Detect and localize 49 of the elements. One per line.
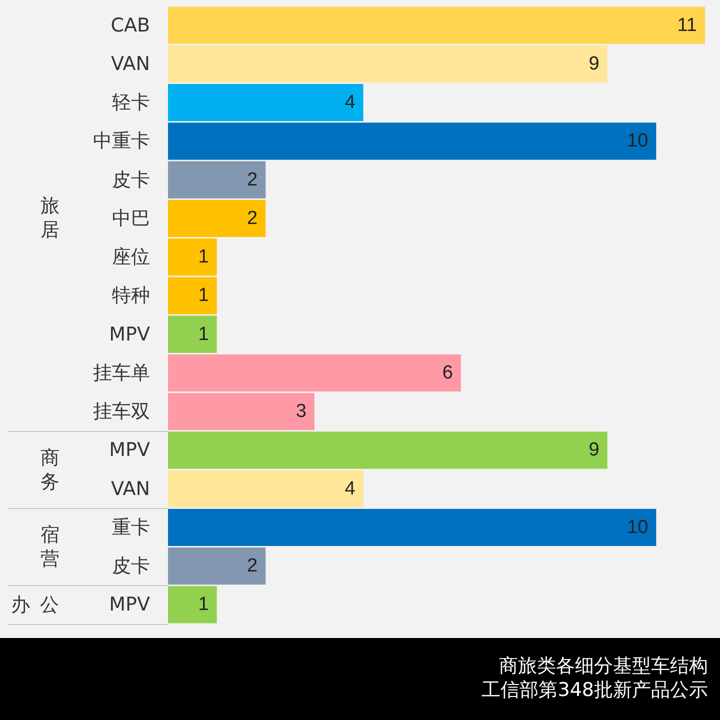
text: 旅居 (40, 194, 60, 242)
y-tick-label: CAB (110, 14, 150, 36)
bar (168, 432, 608, 469)
y-tick-label: 轻卡 (112, 92, 150, 114)
bar (168, 548, 266, 585)
data-label: 10 (627, 130, 648, 152)
y-tick-label: 座位 (112, 246, 150, 268)
data-label: 2 (247, 208, 258, 229)
bar (168, 84, 364, 122)
bar (168, 470, 364, 508)
data-label: 9 (588, 53, 600, 74)
data-label: 2 (247, 169, 258, 190)
data-label: 11 (677, 14, 697, 36)
y-tick-label: 中重卡 (93, 130, 150, 152)
text: 宿营 (40, 522, 60, 571)
data-label: 4 (344, 478, 356, 500)
data-label: 1 (198, 594, 209, 616)
y-tick-label: 重卡 (112, 516, 150, 538)
y-tick-label: 特种 (112, 284, 150, 307)
y-tick-label: 挂车单 (93, 362, 150, 384)
y-tick-label: MPV (109, 323, 150, 346)
data-label: 4 (344, 92, 356, 114)
data-label: 1 (198, 324, 209, 345)
data-label: 2 (247, 556, 258, 577)
bar (168, 161, 266, 198)
bar (168, 316, 217, 353)
data-label: 9 (588, 440, 600, 461)
y-tick-label: MPV (109, 439, 150, 462)
y-tick-label: 挂车双 (93, 400, 150, 423)
text: 商务 (40, 446, 60, 494)
bar (168, 122, 656, 160)
bar (168, 508, 656, 546)
data-label: 10 (627, 516, 648, 538)
data-label: 6 (442, 362, 453, 384)
data-label: 3 (296, 401, 306, 422)
y-tick-label: VAN (111, 52, 150, 75)
y-tick-label: 皮卡 (112, 555, 150, 578)
text: 商旅类各细分基型车结构 (498, 654, 709, 678)
text: 办公 (10, 592, 70, 618)
data-label: 1 (198, 285, 209, 306)
y-tick-label: 中巴 (112, 207, 150, 230)
y-tick-label: 皮卡 (112, 168, 150, 191)
bar (168, 45, 608, 82)
bar (168, 586, 217, 624)
y-tick-label: VAN (111, 478, 150, 500)
y-tick-label: MPV (109, 594, 150, 616)
data-label: 1 (198, 246, 209, 268)
bar (168, 6, 705, 44)
text: 工信部第348批新产品公示 (480, 678, 709, 702)
